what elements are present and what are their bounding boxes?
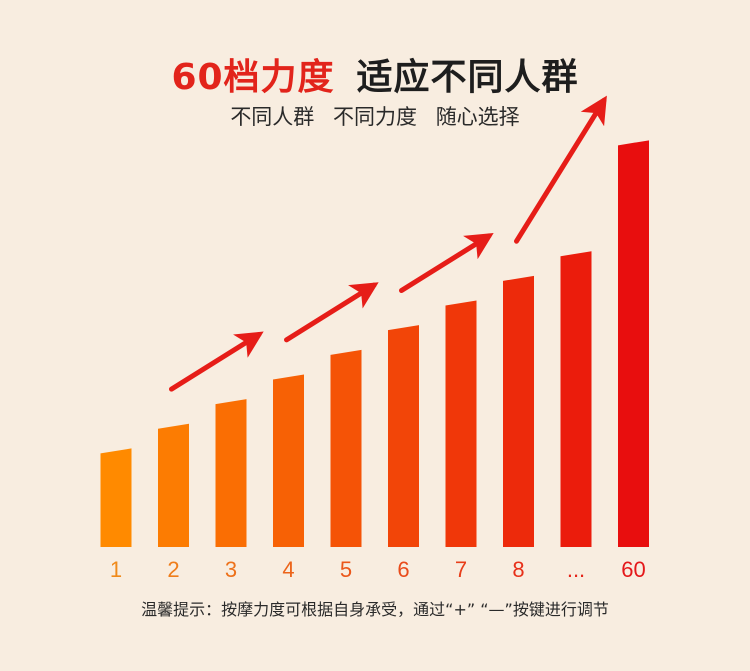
subtitle-part: 不同力度	[333, 105, 417, 129]
page-title: 60档力度 适应不同人群	[0, 48, 750, 100]
bar	[100, 448, 132, 547]
x-tick-label: 1	[110, 557, 122, 582]
x-tick-label: 8	[512, 557, 524, 582]
trend-arrow-icon	[399, 232, 494, 294]
bar	[388, 325, 419, 547]
title-highlight: 60档力度	[171, 57, 335, 98]
subtitle: 不同人群 不同力度 随心选择	[0, 101, 750, 131]
bar	[215, 399, 247, 547]
x-tick-label: 3	[225, 557, 237, 582]
x-tick-label: ...	[567, 557, 585, 582]
x-tick-label: 4	[282, 557, 294, 582]
bars-group	[100, 140, 649, 547]
x-tick-label: 5	[340, 557, 352, 582]
bar	[618, 140, 649, 547]
x-tick-label: 2	[167, 557, 179, 582]
arrows-group	[169, 95, 607, 392]
x-tick-label: 7	[455, 557, 467, 582]
bar	[560, 251, 592, 547]
bar	[273, 374, 304, 547]
bar	[445, 300, 477, 547]
trend-arrow-icon	[169, 331, 264, 392]
bar	[330, 349, 362, 547]
bar	[503, 275, 534, 547]
subtitle-part: 随心选择	[435, 105, 520, 129]
subtitle-part: 不同人群	[230, 105, 315, 129]
x-tick-labels: 1 2 3 4 5 6 7 8... 60	[110, 557, 646, 582]
x-tick-label: 6	[397, 557, 409, 582]
trend-arrow-icon	[514, 95, 607, 244]
trend-arrow-icon	[284, 282, 379, 343]
x-tick-label: 60	[621, 557, 645, 582]
title-main: 适应不同人群	[356, 57, 579, 98]
footer-note: 温馨提示：按摩力度可根据自身承受，通过“+” “—”按键进行调节	[141, 600, 609, 619]
bar	[158, 423, 189, 547]
